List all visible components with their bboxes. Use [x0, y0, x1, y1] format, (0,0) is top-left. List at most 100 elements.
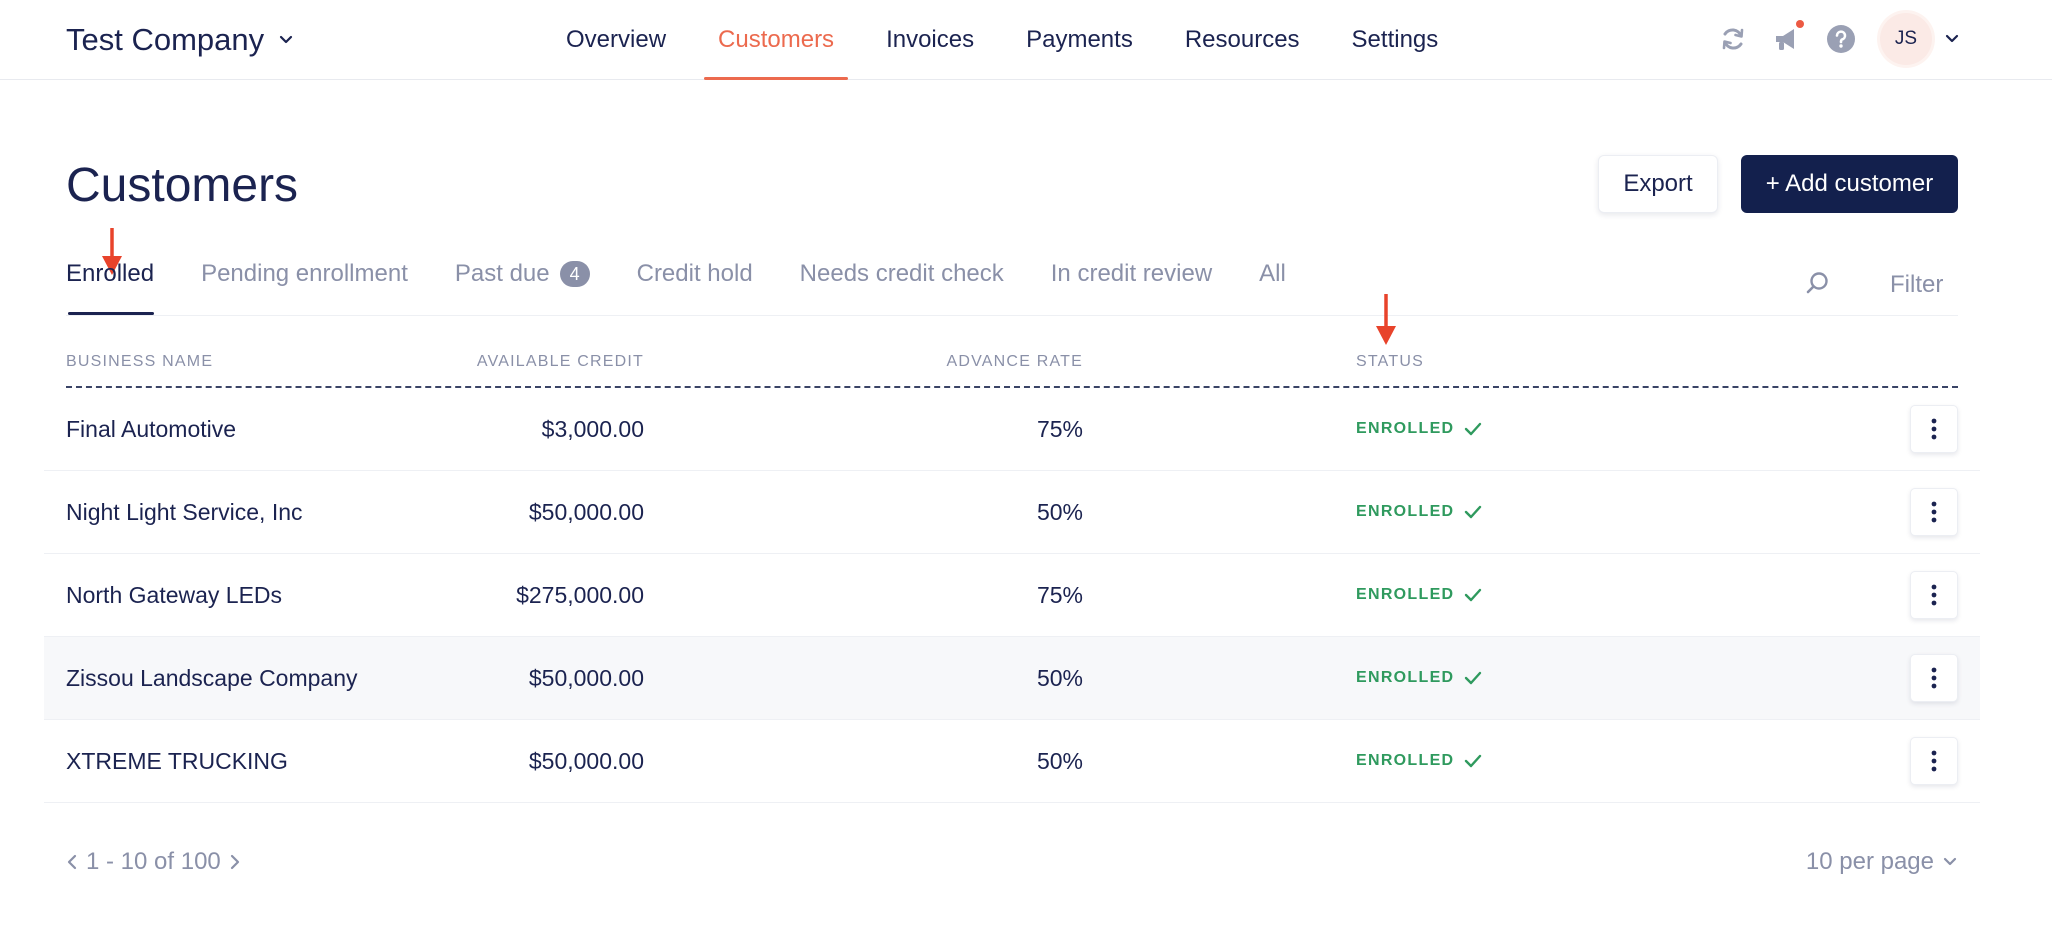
tabs-divider: [66, 315, 1958, 316]
table-row[interactable]: Night Light Service, Inc $50,000.00 50% …: [44, 471, 1980, 554]
business-name-cell[interactable]: North Gateway LEDs: [66, 581, 283, 608]
chevron-down-icon: [1945, 34, 1959, 43]
nav-overview[interactable]: Overview: [540, 0, 692, 80]
column-header-available-credit[interactable]: Available credit: [476, 353, 644, 370]
more-vertical-icon: [1931, 667, 1937, 689]
tab-in-credit-review[interactable]: In credit review: [1051, 260, 1212, 316]
column-header-advance-rate[interactable]: Advance rate: [946, 353, 1083, 370]
row-actions-button[interactable]: [1910, 405, 1958, 453]
user-menu[interactable]: JS: [1880, 13, 1960, 65]
column-header-status[interactable]: Status: [1356, 353, 1424, 370]
per-page-select[interactable]: 10 per page: [1806, 848, 1958, 876]
tab-enrolled-label: Enrolled: [66, 260, 155, 287]
annotation-arrow-icon: [102, 228, 122, 275]
row-actions-button[interactable]: [1910, 488, 1958, 536]
tab-past-due-label: Past due: [454, 260, 550, 287]
tab-in-credit-review-label: In credit review: [1050, 260, 1213, 287]
page-title: Customers: [66, 159, 299, 212]
tab-credit-hold-label: Credit hold: [636, 260, 753, 287]
available-credit-cell: $275,000.00: [516, 581, 644, 608]
filter-button[interactable]: Filter: [1890, 271, 1944, 298]
nav-invoices-label: Invoices: [886, 26, 975, 53]
table-row[interactable]: Final Automotive $3,000.00 75% ENROLLED: [44, 388, 1980, 471]
available-credit-cell: $50,000.00: [528, 498, 644, 525]
tab-all[interactable]: All: [1259, 260, 1286, 316]
add-customer-button[interactable]: + Add customer: [1741, 155, 1958, 213]
advance-rate-cell: 75%: [1036, 415, 1083, 442]
status-label: ENROLLED: [1356, 420, 1455, 437]
tab-pending-enrollment[interactable]: Pending enrollment: [201, 260, 408, 316]
advance-rate-cell: 50%: [1036, 747, 1083, 774]
table-row[interactable]: Zissou Landscape Company $50,000.00 50% …: [44, 637, 1980, 720]
nav-settings[interactable]: Settings: [1326, 0, 1465, 80]
status-badge: ENROLLED: [1356, 471, 1482, 553]
header-actions: JS: [1718, 13, 1960, 65]
table-row[interactable]: North Gateway LEDs $275,000.00 75% ENROL…: [44, 554, 1980, 637]
chevron-right-icon: [230, 854, 239, 870]
status-label: ENROLLED: [1356, 669, 1455, 686]
checkmark-icon: [1465, 754, 1482, 768]
nav-overview-label: Overview: [566, 26, 667, 53]
nav-payments-label: Payments: [1026, 26, 1133, 53]
tab-needs-credit-check-label: Needs credit check: [799, 260, 1004, 287]
chevron-down-icon: [280, 35, 293, 44]
pagination: 1 - 10 of 100: [66, 848, 241, 876]
more-vertical-icon: [1931, 501, 1937, 523]
business-name-cell[interactable]: Final Automotive: [66, 415, 237, 442]
chevron-left-icon: [67, 854, 77, 870]
status-badge: ENROLLED: [1356, 554, 1482, 636]
advance-rate-cell: 50%: [1036, 664, 1083, 691]
top-navigation-bar: Test Company Overview Customers Invoices…: [0, 0, 2052, 80]
row-actions-button[interactable]: [1910, 737, 1958, 785]
tab-past-due[interactable]: Past due 4: [455, 260, 590, 316]
past-due-count-badge: 4: [559, 261, 590, 287]
status-label: ENROLLED: [1356, 586, 1455, 603]
checkmark-icon: [1465, 422, 1482, 436]
help-button[interactable]: [1826, 24, 1856, 54]
available-credit-cell: $50,000.00: [528, 664, 644, 691]
advance-rate-cell: 75%: [1036, 581, 1083, 608]
customer-status-tabs: Enrolled Pending enrollment Past due 4 C…: [66, 260, 1333, 316]
table-header-divider: [66, 386, 1958, 388]
more-vertical-icon: [1931, 418, 1937, 440]
row-actions-button[interactable]: [1910, 571, 1958, 619]
business-name-cell[interactable]: Zissou Landscape Company: [66, 664, 358, 691]
refresh-icon: [1722, 28, 1744, 50]
nav-resources-label: Resources: [1184, 26, 1300, 53]
more-vertical-icon: [1931, 750, 1937, 772]
more-vertical-icon: [1931, 584, 1937, 606]
business-name-cell[interactable]: Night Light Service, Inc: [66, 498, 303, 525]
annotation-arrow-icon: [1376, 294, 1396, 345]
nav-invoices[interactable]: Invoices: [860, 0, 1000, 80]
nav-customers-label: Customers: [718, 26, 835, 53]
nav-customers[interactable]: Customers: [692, 0, 860, 80]
tab-all-label: All: [1259, 260, 1286, 287]
main-nav: Overview Customers Invoices Payments Res…: [540, 0, 1464, 80]
company-switcher[interactable]: Test Company: [66, 18, 294, 62]
previous-page-button[interactable]: [66, 853, 78, 871]
export-button[interactable]: Export: [1598, 155, 1718, 213]
announcements-button[interactable]: [1772, 20, 1804, 54]
next-page-button[interactable]: [229, 853, 241, 871]
search-button[interactable]: [1804, 270, 1832, 298]
nav-resources[interactable]: Resources: [1159, 0, 1326, 80]
tab-enrolled[interactable]: Enrolled: [66, 260, 155, 316]
status-label: ENROLLED: [1356, 752, 1455, 769]
available-credit-cell: $3,000.00: [541, 415, 644, 442]
status-label: ENROLLED: [1356, 503, 1455, 520]
help-icon: [1827, 25, 1855, 53]
tab-needs-credit-check[interactable]: Needs credit check: [800, 260, 1004, 316]
row-actions-button[interactable]: [1910, 654, 1958, 702]
tab-credit-hold[interactable]: Credit hold: [637, 260, 753, 316]
available-credit-cell: $50,000.00: [528, 747, 644, 774]
checkmark-icon: [1465, 505, 1482, 519]
refresh-button[interactable]: [1718, 24, 1748, 54]
avatar: JS: [1880, 13, 1932, 65]
notification-dot: [1796, 20, 1804, 28]
table-row[interactable]: XTREME TRUCKING $50,000.00 50% ENROLLED: [44, 720, 1980, 803]
nav-payments[interactable]: Payments: [1000, 0, 1159, 80]
column-header-business-name[interactable]: Business name: [66, 353, 214, 370]
per-page-label: 10 per page: [1805, 848, 1934, 875]
nav-settings-label: Settings: [1351, 26, 1439, 53]
business-name-cell[interactable]: XTREME TRUCKING: [66, 747, 288, 774]
